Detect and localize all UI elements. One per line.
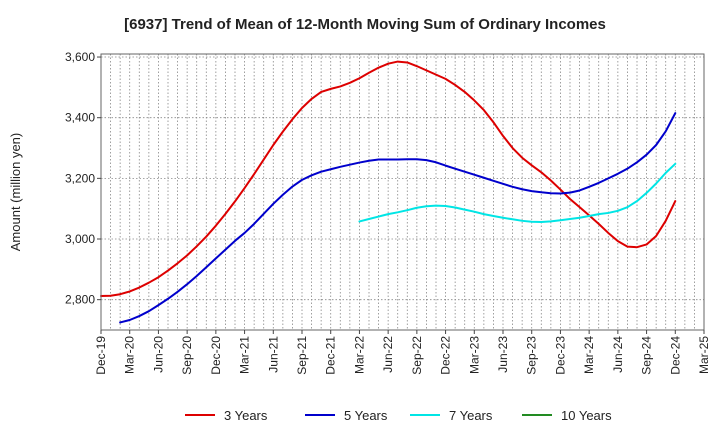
legend-label: 5 Years — [344, 408, 388, 423]
legend-label: 10 Years — [561, 408, 612, 423]
x-tick-label: Mar-20 — [123, 336, 137, 374]
legend: 3 Years 5 Years 7 Years 10 Years — [185, 408, 612, 423]
x-tick-label: Mar-24 — [582, 336, 596, 374]
x-tick-label: Dec-24 — [668, 336, 682, 375]
x-tick-label: Sep-20 — [180, 336, 194, 375]
x-tick-label: Dec-20 — [209, 336, 223, 375]
series-lines — [100, 60, 677, 324]
x-tick-label: Sep-24 — [640, 336, 654, 375]
y-tick-label: 3,200 — [65, 171, 95, 185]
y-tick-label: 3,400 — [65, 111, 95, 125]
y-tick-label: 3,000 — [65, 232, 95, 246]
x-tick-label: Jun-21 — [266, 336, 280, 373]
x-tick-label: Dec-22 — [439, 336, 453, 375]
x-tick-label: Dec-23 — [553, 336, 567, 375]
x-tick-label: Jun-22 — [381, 336, 395, 373]
series-line — [119, 112, 677, 324]
y-axis-ticks: 2,800 3,000 3,200 3,400 3,600 — [65, 50, 101, 307]
x-tick-label: Jun-23 — [496, 336, 510, 373]
grid — [100, 54, 705, 330]
x-tick-label: Mar-25 — [697, 336, 711, 374]
x-axis-ticks: Dec-19 Mar-20 Jun-20 Sep-20 Dec-20 Mar-21 Jun-… — [94, 330, 711, 375]
legend-label: 7 Years — [449, 408, 493, 423]
x-tick-label: Sep-22 — [410, 336, 424, 375]
x-tick-label: Jun-24 — [611, 336, 625, 373]
x-tick-label: Mar-22 — [352, 336, 366, 374]
x-tick-label: Mar-23 — [467, 336, 481, 374]
y-tick-label: 3,600 — [65, 50, 95, 64]
x-tick-label: Sep-21 — [295, 336, 309, 375]
x-tick-label: Mar-21 — [238, 336, 252, 374]
series-line — [358, 162, 677, 224]
y-axis-label: Amount (million yen) — [8, 133, 23, 252]
x-tick-label: Dec-19 — [94, 336, 108, 375]
legend-label: 3 Years — [224, 408, 268, 423]
x-tick-label: Dec-21 — [324, 336, 338, 375]
plot-frame — [100, 53, 705, 331]
x-tick-label: Sep-23 — [525, 336, 539, 375]
series-line — [100, 60, 677, 298]
y-tick-label: 2,800 — [65, 293, 95, 307]
x-tick-label: Jun-20 — [151, 336, 165, 373]
chart-title: [6937] Trend of Mean of 12-Month Moving … — [124, 16, 606, 33]
